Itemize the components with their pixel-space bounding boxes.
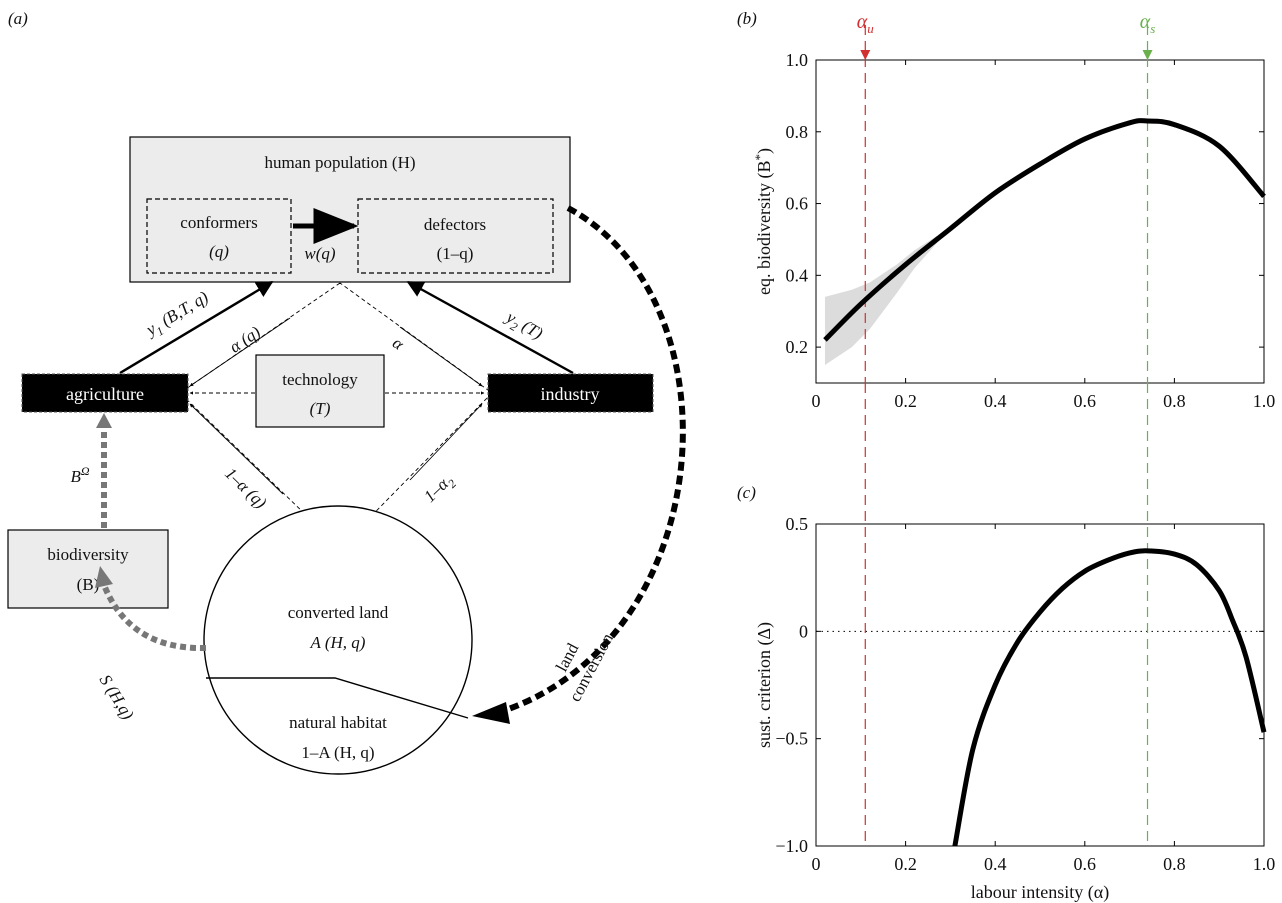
y-tick-label: 0.2 [786,337,809,357]
land-circle [203,505,473,775]
y-tick-label: 0 [799,621,808,641]
y-tick-label: 0.4 [786,265,809,285]
alpha-q-label: α (q) [226,322,264,356]
industry-label: industry [540,384,599,404]
x-tick-label: 0.4 [984,391,1007,411]
y-tick-label: −1.0 [775,836,808,856]
biodiversity-label: biodiversity [47,545,129,564]
one-minus-alpha-q-label: 1–α (q) [221,464,270,513]
b-omega-label: BΩ [70,464,89,486]
defectors-label: defectors [424,215,486,234]
threshold-arrow [1142,50,1153,60]
technology-box [255,354,385,428]
y-tick-label: 0.6 [786,194,809,214]
conformers-label: conformers [180,213,257,232]
x-tick-label: 0.8 [1163,391,1186,411]
x-tick-label: 1.0 [1253,854,1276,874]
x-tick-label: 0.6 [1074,854,1097,874]
species-area-label: S (H,q) [96,671,138,723]
switch-rate-label: w(q) [304,244,336,263]
y-tick-label: 0.5 [786,514,809,534]
land-conversion-label-2: conversion [565,630,617,705]
y-tick-label: −0.5 [775,729,808,749]
y-axis-label: eq. biodiversity (B*) [752,148,775,295]
converted-land-label: converted land [288,603,389,622]
x-tick-label: 0.2 [894,391,917,411]
conformers-box [146,198,292,274]
industry-box [487,373,654,413]
defectors-symbol: (1–q) [437,244,474,263]
y-tick-label: 1.0 [786,50,809,70]
land-conversion-arrow [499,205,686,715]
x-axis-label: labour intensity (α) [971,882,1109,903]
yield-industry-arrow [406,280,574,375]
uncertainty-band [824,235,937,366]
switch-arrow-head [330,219,345,233]
alpha-label: α [389,333,408,354]
panel-a: (a) human population (H) conformers (q) … [7,9,686,775]
technology-symbol: (T) [310,399,331,418]
x-tick-label: 0.8 [1163,854,1186,874]
biodiversity-symbol: (B) [77,575,100,594]
yield-agriculture-label: y1 (B,T, q) [141,287,214,343]
threshold-label: αs [1140,11,1156,36]
x-tick-label: 0.2 [894,854,917,874]
land-divider [206,677,469,719]
y-axis-label: sust. criterion (Δ) [754,622,775,748]
agriculture-box [21,373,189,413]
species-area-arrow [101,583,207,652]
panel-label: (b) [737,9,757,28]
series-line [823,118,1266,342]
x-tick-label: 1.0 [1253,391,1276,411]
b-omega-arrow-head [96,413,112,428]
plot-frame [815,59,1265,384]
yield-agriculture-arrow [119,280,274,375]
x-tick-label: 0.4 [984,854,1007,874]
alpha-arrow [399,326,483,387]
series-line [952,548,1267,847]
plot-frame [815,523,1265,847]
natural-habitat-label: natural habitat [289,713,387,732]
threshold-label: αu [857,11,875,36]
panel-a-label: (a) [8,9,28,28]
land-conversion-arrow-head [472,702,510,724]
one-minus-alpha-q-arrow [189,403,284,495]
natural-habitat-symbol: 1–A (H, q) [301,743,374,762]
biodiversity-box [7,529,169,609]
yield-industry-label: y2 (T) [500,306,547,346]
conformers-symbol: (q) [209,242,229,261]
human-population-label: human population (H) [264,153,415,172]
converted-land-symbol: A (H, q) [310,633,366,652]
one-minus-alpha2-arrow [409,403,483,481]
x-tick-label: 0 [812,854,821,874]
panel-label: (c) [737,483,756,502]
technology-label: technology [282,370,358,389]
threshold-arrow [860,50,871,60]
one-minus-alpha2-label: 1–α2 [420,470,459,509]
panel-b: (b) 0 0.2 0.4 0.6 0.8 1.0 0.2 0.4 0.6 0.8 1.0 eq. bi… [737,9,1275,411]
agriculture-label: agriculture [66,384,144,404]
alpha-q-arrow [189,317,291,387]
x-tick-label: 0.6 [1074,391,1097,411]
species-area-arrow-head [95,566,113,588]
panel-c: (c) 0 0.2 0.4 0.6 0.8 1.0 −1.0 −0.5 0 0.5 sust. cri… [737,383,1275,903]
x-tick-label: 0 [812,391,821,411]
y-tick-label: 0.8 [786,122,809,142]
